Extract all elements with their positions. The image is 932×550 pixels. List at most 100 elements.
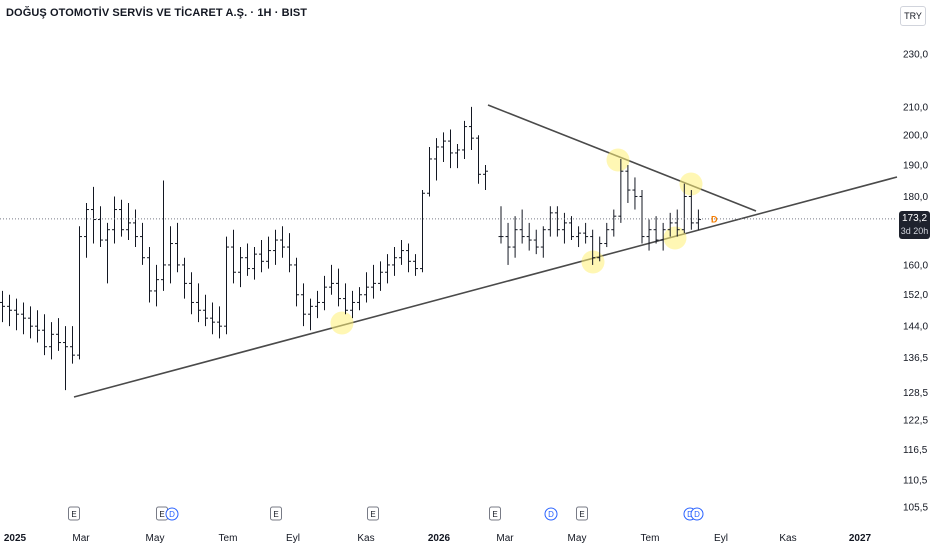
ohlc-bar [434,138,439,181]
symbol-title: DOĞUŞ OTOMOTİV SERVİS VE TİCARET A.Ş. · … [6,7,308,19]
ohlc-bar [469,106,474,150]
dividend-marker[interactable]: D [544,507,558,521]
ohlc-bar [294,257,299,307]
ohlc-bar [554,206,560,237]
highlight-circle[interactable] [606,148,630,172]
time-axis: 2025 Mar May Tem Eyl Kas 2026 Mar May Tem Eyl Kas 20… [4,533,872,544]
ohlc-bar [498,206,504,244]
ohlc-bar [154,264,159,307]
svg-text:E: E [273,510,278,519]
time-tick-label: 2027 [849,533,872,544]
svg-text:E: E [579,510,584,519]
ohlc-bar [505,222,511,265]
ohlc-bar [639,190,645,244]
ohlc-bar [70,326,75,364]
ohlc-bar [259,240,264,273]
earnings-marker[interactable]: E [68,506,80,521]
earnings-marker[interactable]: E [576,506,588,521]
ohlc-bar [357,287,362,311]
ohlc-bar [392,247,397,276]
time-tick-label: Mar [496,533,514,544]
ohlc-bar [695,209,701,230]
ohlc-bar [126,202,131,241]
ohlc-bar [533,229,539,255]
ohlc-bar [42,314,47,356]
ohlc-bar [455,144,460,169]
bar-countdown: 3d 20h [900,226,929,236]
last-price-value: 173,2 [901,213,928,224]
earnings-marker[interactable]: E [270,506,282,521]
dividend-marker[interactable]: D [690,507,704,521]
time-tick-label: May [146,533,165,544]
ohlc-bar [84,202,89,258]
ohlc-bars [0,106,701,391]
ohlc-bar [63,326,68,391]
currency-button[interactable]: TRY [900,6,926,26]
ohlc-bar [56,318,61,351]
earnings-marker[interactable]: E [489,506,501,521]
ohlc-bar [604,222,610,248]
svg-text:E: E [492,510,497,519]
ohlc-bar [646,219,652,251]
ohlc-bar [203,294,208,327]
price-tick-label: 160,0 [903,260,928,271]
highlight-circle[interactable] [663,226,687,250]
ohlc-bar [182,257,187,299]
ohlc-bar [196,283,201,323]
ohlc-bar [483,165,488,191]
ohlc-bar [7,294,12,327]
ohlc-bar [245,243,250,276]
ohlc-bar [371,264,376,299]
ohlc-bar [653,216,659,244]
ohlc-bar [583,222,589,244]
time-tick-label: Eyl [714,533,728,544]
ohlc-bar [336,268,341,307]
highlight-circle[interactable] [330,311,354,335]
ohlc-bar [329,264,334,295]
price-tick-label: 122,5 [903,416,928,427]
ohlc-bar [217,306,222,339]
ohlc-bar [91,186,96,244]
ohlc-bar [385,254,390,284]
ohlc-bar [406,243,411,273]
ohlc-bar [569,216,574,241]
trendline-support[interactable] [73,176,898,398]
ohlc-bar [512,216,518,258]
ohlc-bar [413,254,418,276]
ohlc-bar [561,212,567,244]
time-tick-label: Tem [641,533,660,544]
highlight-circle[interactable] [679,172,703,196]
ohlc-bar [119,199,124,237]
time-tick-label: 2025 [4,533,27,544]
ohlc-bar [140,222,145,265]
svg-text:E: E [159,510,164,519]
ohlc-bar [547,206,553,237]
ohlc-bar [224,236,229,335]
ohlc-bar [147,247,152,303]
ohlc-bar [252,247,257,280]
last-price-badge: 173,2 3d 20h [899,211,930,239]
ohlc-bar [441,132,446,162]
svg-text:E: E [71,510,76,519]
time-tick-label: Tem [219,533,238,544]
ohlc-bar [399,240,404,265]
ohlc-bar [364,272,369,303]
dividend-marker[interactable]: D [165,507,179,521]
ohlc-bar [273,229,278,265]
earnings-marker[interactable]: E [367,506,379,521]
svg-text:D: D [169,510,175,519]
price-tick-label: 230,0 [903,50,928,61]
time-tick-label: 2026 [428,533,451,544]
ohlc-bar [287,233,292,273]
ohlc-bar [540,226,546,258]
price-tick-label: 180,0 [903,192,928,203]
price-tick-label: 190,0 [903,161,928,172]
ohlc-bar [189,272,194,315]
ohlc-bar [519,209,525,244]
ohlc-bar [308,298,313,331]
time-tick-label: Kas [779,533,796,544]
ohlc-bar [625,165,631,203]
svg-text:D: D [694,510,700,519]
ohlc-bar [161,180,166,291]
